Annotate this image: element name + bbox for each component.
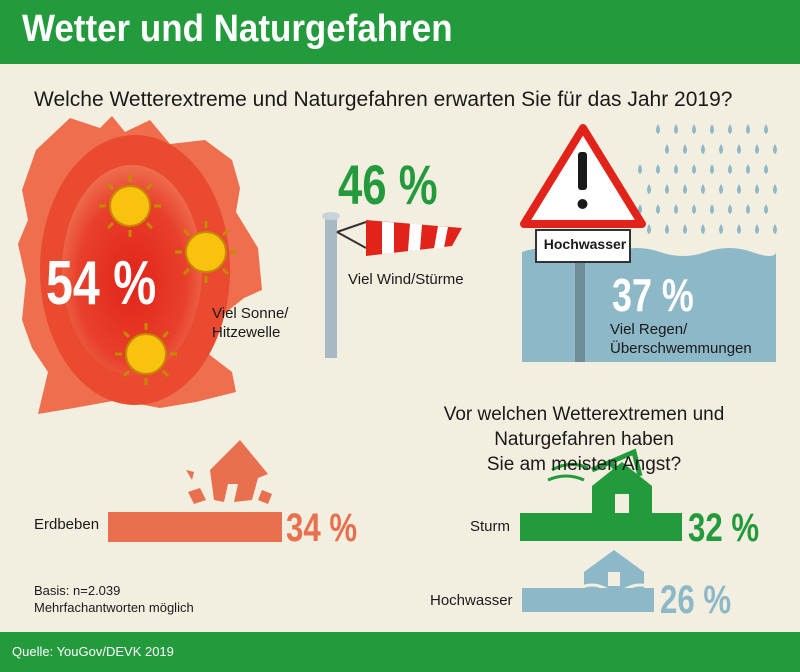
title-bar xyxy=(0,0,800,64)
category-label-line: Viel Sonne/ xyxy=(212,305,289,322)
fear-bars xyxy=(108,512,682,612)
category-label-line: Viel Regen/ xyxy=(610,321,688,338)
value-label-wind: 46 % xyxy=(338,153,438,216)
source-note: Quelle: YouGov/DEVK 2019 xyxy=(12,644,174,659)
warning-sign-text: Hochwasser xyxy=(543,236,627,252)
bar-flood xyxy=(522,588,654,612)
sun-icon xyxy=(115,323,177,385)
category-label-flood: Hochwasser xyxy=(430,592,513,609)
value-label-flood: 26 % xyxy=(660,578,732,622)
value-label-rain: 37 % xyxy=(612,269,694,321)
bar-storm xyxy=(520,513,682,541)
warning-sign-icon xyxy=(520,124,646,263)
page-title: Wetter und Naturgefahren xyxy=(22,8,453,50)
question-fears-line: Vor welchen Wetterextremen und Naturgefa… xyxy=(443,404,725,450)
category-label-line: Überschwemmungen xyxy=(610,340,752,357)
question-fears-line: Sie am meisten Angst? xyxy=(486,454,682,475)
category-label-wind: Viel Wind/Stürme xyxy=(348,271,464,288)
category-label-earthquake: Erdbeben xyxy=(34,516,100,533)
basis-line: Basis: n=2.039 xyxy=(34,583,121,598)
heat-core xyxy=(62,165,202,375)
bar-earthquake xyxy=(108,512,282,542)
question-fears: Vor welchen Wetterextremen und Naturgefa… xyxy=(384,402,784,477)
basis-line: Mehrfachantworten möglich xyxy=(34,600,194,615)
value-label-sun: 54 % xyxy=(46,249,157,318)
earthquake-house-icon xyxy=(186,440,272,504)
value-label-earthquake: 34 % xyxy=(286,506,358,550)
category-label-sun: Viel Sonne/ Hitzewelle xyxy=(212,304,322,342)
raindrops-icon xyxy=(638,124,777,234)
category-label-rain: Viel Regen/ Überschwemmungen xyxy=(610,320,780,358)
storm-house-icon xyxy=(547,448,652,514)
flood-scene xyxy=(522,248,776,362)
category-label-storm: Sturm xyxy=(470,518,511,535)
windsock-icon xyxy=(322,212,462,358)
footer-bar xyxy=(0,632,800,672)
sun-icon xyxy=(175,221,237,283)
category-label-line: Hitzewelle xyxy=(212,324,281,341)
value-label-storm: 32 % xyxy=(688,506,760,550)
basis-note: Basis: n=2.039 Mehrfachantworten möglich xyxy=(34,582,254,616)
question-expectations: Welche Wetterextreme und Naturgefahren e… xyxy=(34,88,733,111)
sun-icon xyxy=(99,175,161,237)
